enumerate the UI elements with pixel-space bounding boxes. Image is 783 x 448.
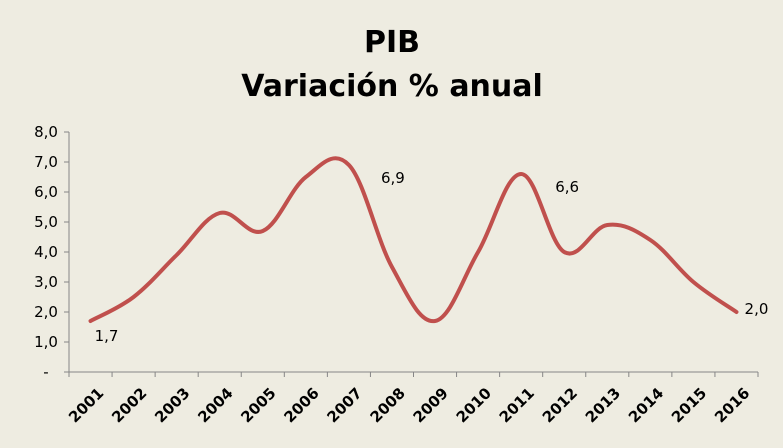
chart-subtitle: Variación % anual (241, 69, 543, 104)
y-axis-ticks: - 1,0 2,0 3,0 4,0 5,0 6,0 7,0 8,0 (34, 123, 69, 381)
y-tick-label: 5,0 (34, 213, 58, 231)
x-tick-label: 2013 (582, 384, 624, 426)
y-tick-label: 1,0 (34, 333, 58, 351)
x-tick-label: 2006 (280, 384, 322, 426)
x-tick-label: 2008 (367, 384, 409, 426)
y-tick-label: 4,0 (34, 243, 58, 261)
x-tick-label: 2009 (410, 384, 452, 426)
y-tick-label: 2,0 (34, 303, 58, 321)
data-labels: 1,7 6,9 6,6 2,0 (95, 169, 769, 345)
y-tick-label: 7,0 (34, 153, 58, 171)
x-tick-label: 2002 (108, 384, 150, 426)
x-tick-label: 2005 (237, 384, 279, 426)
x-tick-label: 2003 (151, 384, 193, 426)
data-label: 6,9 (381, 169, 405, 187)
x-tick-label: 2010 (453, 384, 495, 426)
x-tick-label: 2007 (323, 384, 365, 426)
y-tick-label: 6,0 (34, 183, 58, 201)
x-tick-label: 2011 (496, 384, 538, 426)
y-tick-label: 8,0 (34, 123, 58, 141)
x-tick-label: 2015 (668, 384, 710, 426)
x-tick-label: 2001 (65, 384, 107, 426)
y-tick-label: - (43, 363, 48, 381)
y-tick-label: 3,0 (34, 273, 58, 291)
x-tick-label: 2012 (539, 384, 581, 426)
x-tick-label: 2016 (711, 384, 753, 426)
x-axis-ticks: 2001 2002 2003 2004 2005 2006 2007 2008 2009 2010… (65, 372, 759, 426)
series-line (88, 156, 739, 324)
data-label: 6,6 (555, 178, 579, 196)
data-label: 2,0 (745, 300, 769, 318)
data-label: 1,7 (95, 327, 119, 345)
x-tick-label: 2004 (194, 384, 236, 426)
chart-title: PIB (364, 25, 420, 60)
x-tick-label: 2014 (625, 384, 667, 426)
chart-axes (68, 132, 758, 373)
